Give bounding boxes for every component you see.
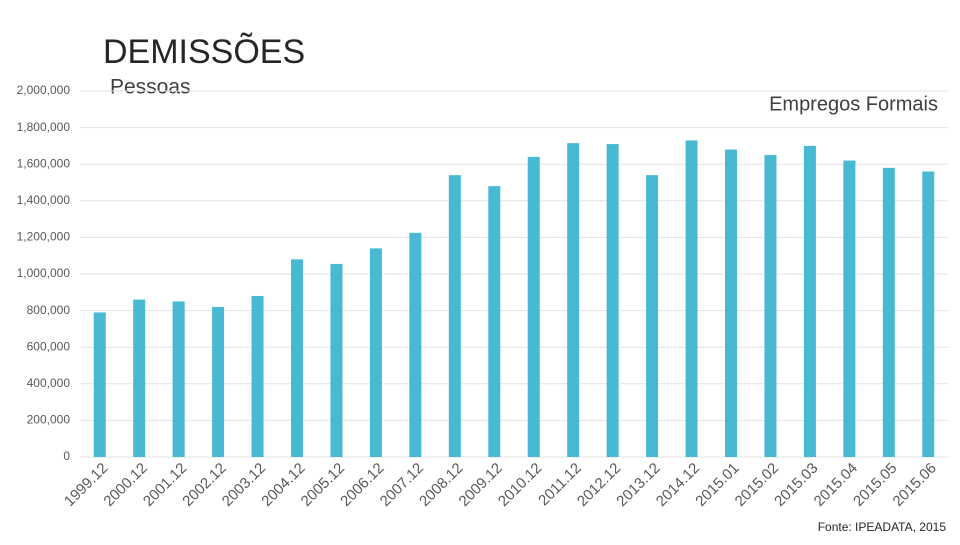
x-tick-label: 2010.12: [495, 460, 545, 510]
y-tick-label: 600,000: [27, 339, 71, 353]
bar: [725, 149, 737, 457]
y-tick-label: 2,000,000: [17, 83, 71, 97]
legend-label: Empregos Formais: [769, 93, 938, 115]
bar: [369, 248, 382, 457]
bar: [882, 167, 895, 458]
bar: [133, 299, 146, 457]
bar: [803, 145, 816, 457]
bar: [606, 144, 619, 457]
bar: [567, 143, 580, 457]
bar: [764, 155, 777, 458]
y-tick-label: 0: [63, 449, 70, 463]
chart-title: DEMISSÕES: [103, 33, 305, 71]
bar: [251, 295, 264, 457]
y-tick-label: 400,000: [27, 376, 71, 390]
bar: [330, 263, 343, 457]
bar: [448, 175, 461, 457]
y-tick-label: 1,600,000: [17, 156, 71, 170]
y-tick-label: 1,200,000: [17, 230, 71, 244]
y-tick-label: 1,400,000: [17, 193, 71, 207]
bar: [409, 232, 422, 457]
bar: [922, 171, 935, 457]
bar: [93, 312, 106, 457]
y-tick-label: 1,800,000: [17, 120, 71, 134]
bar: [685, 140, 698, 457]
y-tick-label: 1,000,000: [17, 266, 71, 280]
bar: [488, 186, 501, 457]
bar: [291, 259, 303, 457]
y-tick-label: 800,000: [27, 303, 71, 317]
bar: [212, 306, 225, 457]
bar: [843, 160, 856, 458]
bar: [527, 156, 540, 457]
x-tick-label: 2015.06: [890, 460, 940, 510]
y-tick-label: 200,000: [27, 413, 71, 427]
y-axis-label: Pessoas: [110, 76, 191, 99]
bar: [172, 301, 185, 457]
source-note: Fonte: IPEADATA, 2015: [818, 520, 947, 534]
bar: [646, 175, 659, 457]
